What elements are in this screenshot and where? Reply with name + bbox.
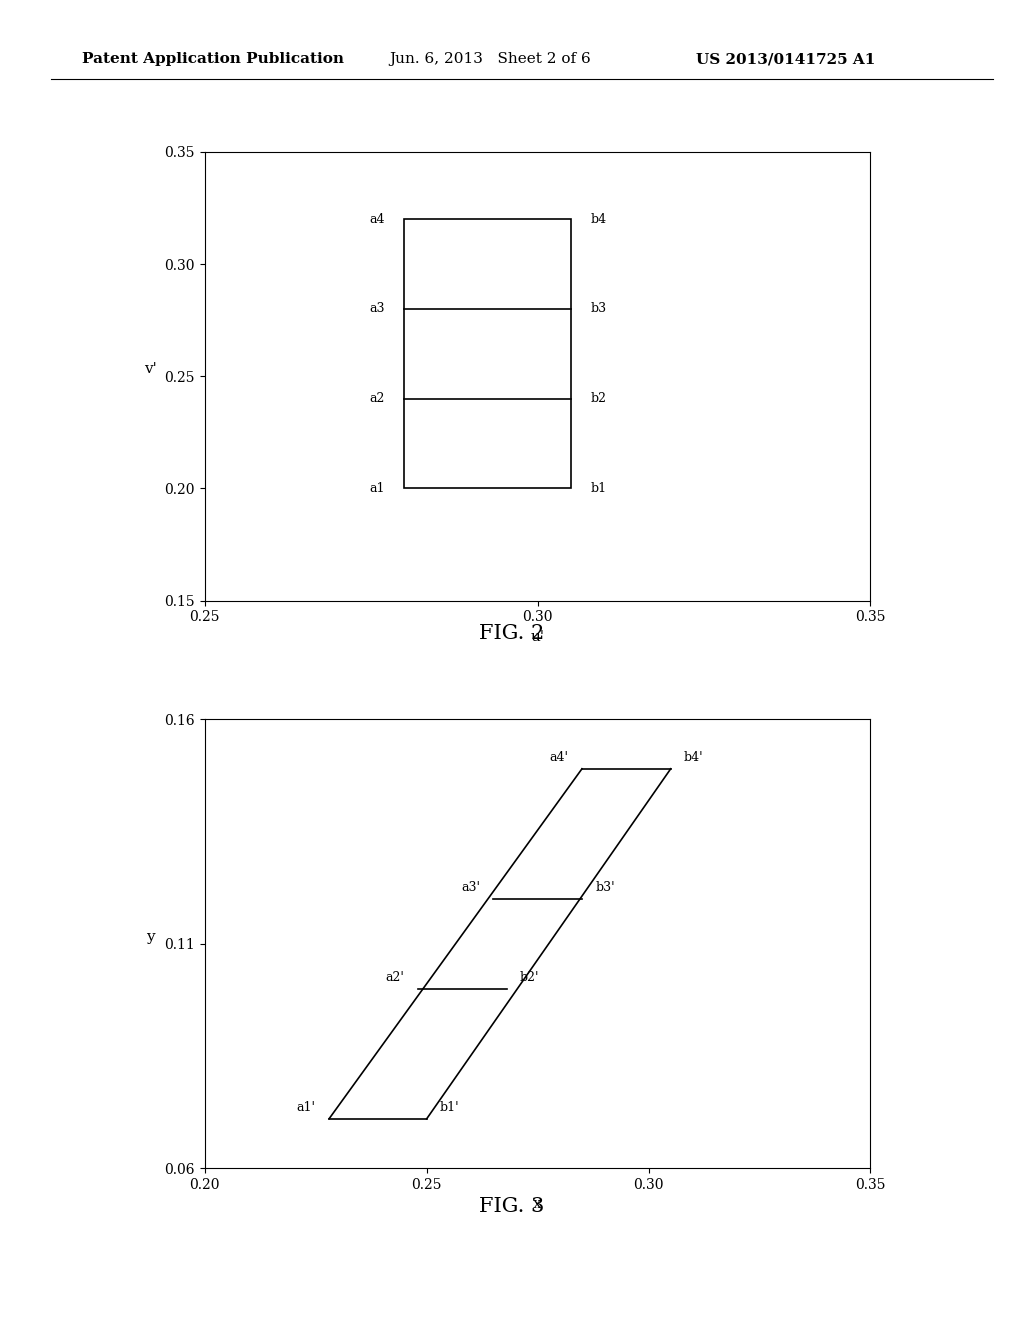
Text: a2: a2 <box>369 392 385 405</box>
Text: b1': b1' <box>440 1101 460 1114</box>
Text: a1': a1' <box>297 1101 315 1114</box>
X-axis label: u': u' <box>530 630 545 644</box>
Text: FIG. 2: FIG. 2 <box>479 624 545 643</box>
Text: b3: b3 <box>591 302 607 315</box>
Text: Jun. 6, 2013   Sheet 2 of 6: Jun. 6, 2013 Sheet 2 of 6 <box>389 53 591 66</box>
Text: a2': a2' <box>386 972 404 985</box>
Text: a4': a4' <box>550 751 568 764</box>
Text: a3: a3 <box>369 302 385 315</box>
Text: b4': b4' <box>684 751 703 764</box>
Text: b2': b2' <box>520 972 540 985</box>
X-axis label: x: x <box>534 1197 542 1212</box>
Text: b1: b1 <box>591 482 607 495</box>
Y-axis label: y: y <box>146 929 155 944</box>
Text: a3': a3' <box>461 882 480 895</box>
Text: FIG. 3: FIG. 3 <box>479 1197 545 1216</box>
Text: a4: a4 <box>369 213 385 226</box>
Text: b3': b3' <box>595 882 614 895</box>
Text: b4: b4 <box>591 213 607 226</box>
Text: US 2013/0141725 A1: US 2013/0141725 A1 <box>696 53 876 66</box>
Y-axis label: v': v' <box>144 362 157 376</box>
Text: a1: a1 <box>369 482 385 495</box>
Text: b2: b2 <box>591 392 607 405</box>
Text: Patent Application Publication: Patent Application Publication <box>82 53 344 66</box>
